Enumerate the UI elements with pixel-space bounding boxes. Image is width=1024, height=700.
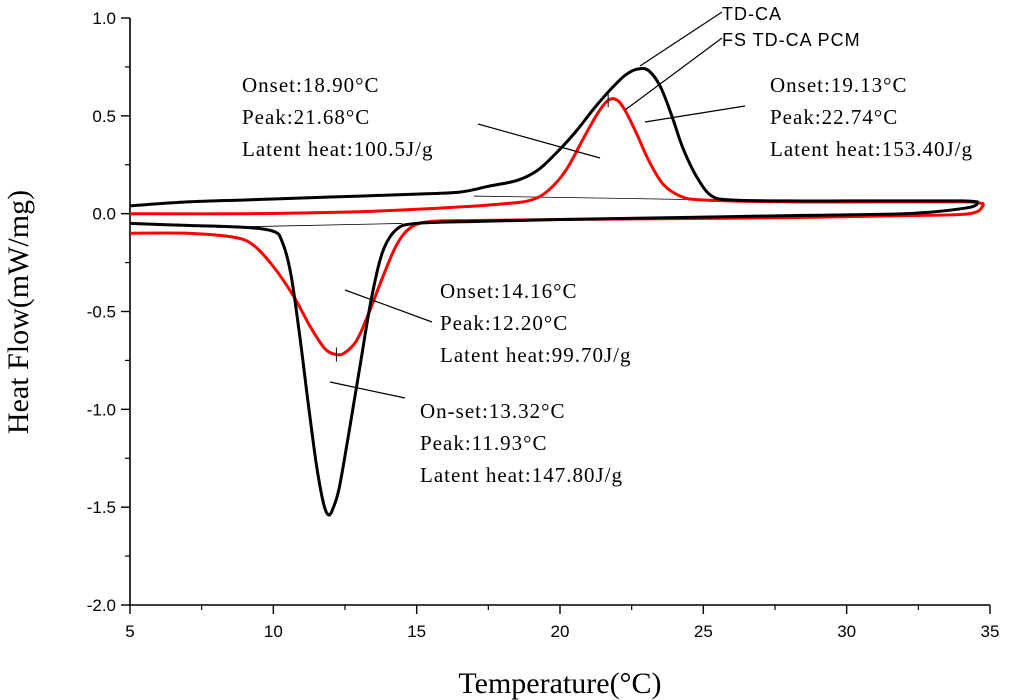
annotation-fs-cooling: Onset:14.16°C Peak:12.20°C Latent heat:9… (440, 279, 631, 367)
x-tick-label: 5 (125, 622, 134, 641)
annotation-line: Peak:11.93°C (420, 431, 548, 455)
series-line-fs-td-ca-pcm-cooling (129, 202, 986, 357)
y-tick-label: 0.5 (92, 107, 116, 126)
leader-line-fs-cooling (344, 289, 433, 323)
legend-label-fs-td-ca-pcm: FS TD-CA PCM (722, 30, 861, 50)
y-tick-label: -0.5 (87, 303, 116, 322)
plot-layer: -2.0 -1.5 -1.0 -0.5 0.0 0.5 1.0 5 10 15 20 25 30 35 (87, 9, 1000, 641)
x-tick-label: 15 (407, 622, 426, 641)
x-tick-label: 25 (694, 622, 713, 641)
annotation-line: Onset:19.13°C (770, 73, 907, 97)
annotation-line: Onset:18.90°C (242, 73, 379, 97)
x-tick-label: 10 (264, 622, 283, 641)
leader-line-td-heating (644, 105, 746, 123)
series-line-td-ca-cooling (129, 200, 980, 517)
annotation-line: On-set:13.32°C (420, 399, 565, 423)
y-tick-label: -1.5 (87, 498, 116, 517)
annotation-line: Peak:12.20°C (440, 311, 568, 335)
x-tick-label: 20 (551, 622, 570, 641)
annotation-fs-heating: Onset:18.90°C Peak:21.68°C Latent heat:1… (242, 73, 433, 161)
x-tick-label: 30 (837, 622, 856, 641)
annotation-line: Peak:22.74°C (770, 105, 898, 129)
annotation-td-cooling: On-set:13.32°C Peak:11.93°C Latent heat:… (420, 399, 623, 487)
y-tick-label: -1.0 (87, 400, 116, 419)
y-tick-label: 1.0 (92, 9, 116, 28)
x-tick-label: 35 (981, 622, 1000, 641)
annotation-td-heating: Onset:19.13°C Peak:22.74°C Latent heat:1… (770, 73, 973, 161)
y-tick-label: 0.0 (92, 205, 116, 224)
y-axis-title: Heat Flow(mW/mg) (2, 190, 35, 434)
leader-line-fs-heating (477, 123, 601, 159)
integration-baseline (473, 195, 718, 201)
series-line-td-ca-heating (129, 66, 979, 208)
y-tick-label: -2.0 (87, 596, 116, 615)
annotation-line: Latent heat:99.70J/g (440, 343, 631, 367)
annotation-line: Latent heat:153.40J/g (770, 137, 973, 161)
legend-label-td-ca: TD-CA (722, 4, 782, 24)
annotation-line: Peak:21.68°C (242, 105, 370, 129)
x-axis-title: Temperature(°C) (458, 667, 661, 700)
leader-line-fs-legend (624, 37, 723, 111)
leader-lines (329, 11, 746, 399)
leader-line-td-ca-legend (639, 11, 723, 67)
annotation-line: Onset:14.16°C (440, 279, 577, 303)
annotation-line: Latent heat:100.5J/g (242, 137, 433, 161)
leader-line-td-cooling (329, 381, 406, 399)
annotation-line: Latent heat:147.80J/g (420, 463, 623, 487)
